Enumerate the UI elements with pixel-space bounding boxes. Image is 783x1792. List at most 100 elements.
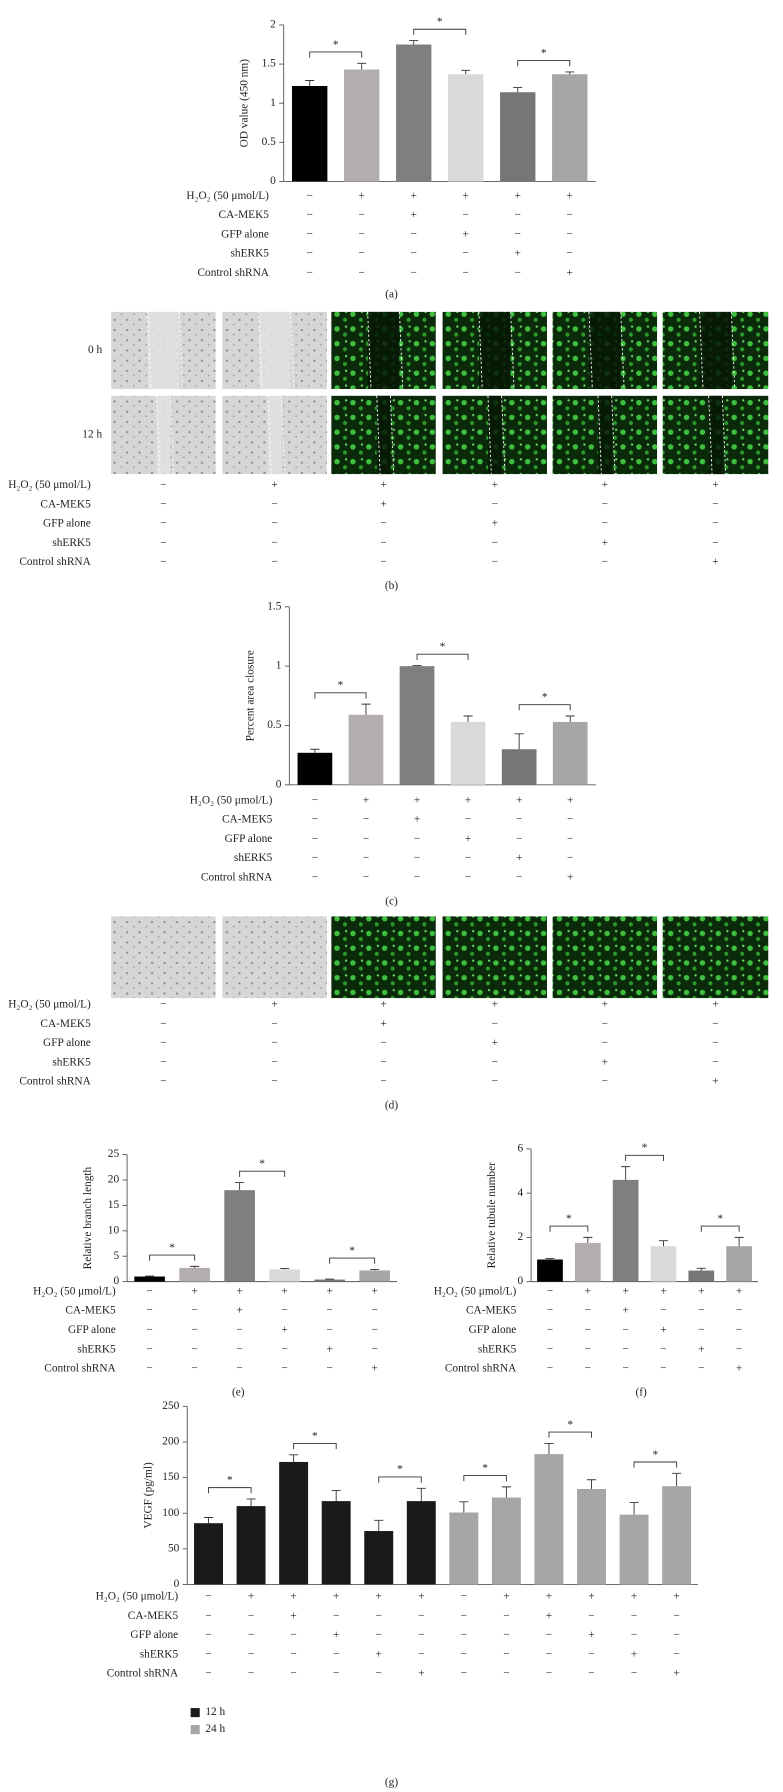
treatment-mark: + <box>516 852 522 864</box>
error-bar <box>501 1486 511 1498</box>
panel-label: (b) <box>385 580 398 592</box>
treatment-mark: + <box>363 794 369 806</box>
treatment-mark: + <box>380 1018 386 1030</box>
significance-bracket <box>293 1443 337 1450</box>
significance-bracket <box>463 1475 507 1482</box>
bar <box>224 1190 255 1282</box>
error-bar <box>513 87 523 93</box>
bar <box>537 1259 563 1282</box>
treatment-label: H₂O₂ (50 μmol/L) <box>96 1591 179 1603</box>
treatment-mark: − <box>736 1343 742 1355</box>
treatment-mark: − <box>236 1324 242 1336</box>
y-tick-label: 0 <box>174 1578 180 1590</box>
y-tick-label: 50 <box>168 1542 180 1554</box>
treatment-mark: + <box>333 1629 339 1641</box>
treatment-mark: + <box>411 190 417 202</box>
treatment-mark: − <box>698 1363 704 1375</box>
error-bar <box>621 1166 631 1180</box>
error-bar <box>696 1267 706 1271</box>
treatment-mark: + <box>585 1285 591 1297</box>
significance-label: * <box>717 1213 723 1225</box>
error-bar <box>629 1502 639 1515</box>
treatment-mark: − <box>363 833 369 845</box>
wound-edge <box>156 395 161 475</box>
treatment-mark: − <box>271 1037 277 1049</box>
treatment-mark: − <box>602 1037 608 1049</box>
treatment-mark: + <box>492 518 498 530</box>
treatment-mark: + <box>418 1668 424 1680</box>
treatment-mark: + <box>588 1591 594 1603</box>
treatment-mark: + <box>546 1610 552 1622</box>
treatment-mark: − <box>281 1363 287 1375</box>
treatment-mark: + <box>567 794 573 806</box>
treatment-mark: + <box>515 190 521 202</box>
treatment-mark: − <box>414 871 420 883</box>
significance-bracket <box>378 1476 422 1483</box>
treatment-mark: − <box>588 1610 594 1622</box>
treatment-mark: − <box>567 248 573 260</box>
bar <box>406 1501 436 1585</box>
panel-label: (g) <box>385 1777 398 1789</box>
treatment-label: Control shRNA <box>19 556 91 568</box>
treatment-mark: + <box>698 1285 704 1297</box>
treatment-label: shERK5 <box>231 248 270 260</box>
bar <box>500 92 536 182</box>
wound-gap <box>367 311 400 390</box>
treatment-mark: − <box>376 1610 382 1622</box>
y-tick-label: 0.5 <box>262 136 276 148</box>
treatment-mark: − <box>359 228 365 240</box>
significance-label: * <box>440 641 446 653</box>
treatment-mark: − <box>411 248 417 260</box>
panel-label: (c) <box>385 895 398 907</box>
treatment-mark: + <box>281 1324 287 1336</box>
treatment-mark: − <box>271 1056 277 1068</box>
treatment-mark: + <box>414 814 420 826</box>
legend-label: 24 h <box>205 1723 225 1735</box>
treatment-label: shERK5 <box>52 1056 91 1068</box>
error-bar <box>246 1498 256 1507</box>
wound-edge <box>597 395 602 475</box>
treatment-mark: − <box>271 498 277 510</box>
treatment-mark: − <box>712 498 718 510</box>
treatment-mark: − <box>461 1629 467 1641</box>
error-bar <box>459 1501 469 1513</box>
error-bar <box>289 1454 299 1462</box>
treatment-mark: − <box>380 537 386 549</box>
treatment-mark: + <box>736 1363 742 1375</box>
treatment-label: H₂O₂ (50 μmol/L) <box>8 479 91 491</box>
wound-edge <box>478 311 483 390</box>
significance-label: * <box>653 1449 659 1461</box>
treatment-mark: − <box>146 1363 152 1375</box>
treatment-mark: − <box>236 1363 242 1375</box>
treatment-mark: − <box>205 1648 211 1660</box>
bar <box>348 714 384 785</box>
treatment-mark: − <box>371 1343 377 1355</box>
treatment-mark: − <box>712 518 718 530</box>
treatment-mark: + <box>622 1285 628 1297</box>
wound-edge <box>169 395 175 475</box>
y-tick-label: 6 <box>517 1143 523 1155</box>
treatment-mark: − <box>160 1056 166 1068</box>
treatment-mark: − <box>380 556 386 568</box>
significance-label: * <box>312 1430 318 1442</box>
treatment-mark: − <box>602 1076 608 1088</box>
treatment-mark: − <box>503 1648 509 1660</box>
treatment-mark: − <box>371 1324 377 1336</box>
treatment-mark: − <box>516 871 522 883</box>
treatment-mark: − <box>191 1305 197 1317</box>
treatment-mark: − <box>281 1343 287 1355</box>
treatment-mark: − <box>461 1610 467 1622</box>
treatment-mark: − <box>492 1018 498 1030</box>
treatment-mark: − <box>312 794 318 806</box>
error-bar <box>463 715 473 722</box>
error-bar <box>409 40 419 45</box>
treatment-mark: + <box>712 1076 718 1088</box>
treatment-mark: − <box>546 1668 552 1680</box>
error-bar <box>374 1519 384 1532</box>
treatment-mark: − <box>376 1629 382 1641</box>
bar <box>619 1514 649 1585</box>
micrograph-image <box>331 916 436 999</box>
y-tick-label: 250 <box>162 1400 179 1412</box>
treatment-mark: − <box>461 1648 467 1660</box>
treatment-mark: − <box>585 1305 591 1317</box>
